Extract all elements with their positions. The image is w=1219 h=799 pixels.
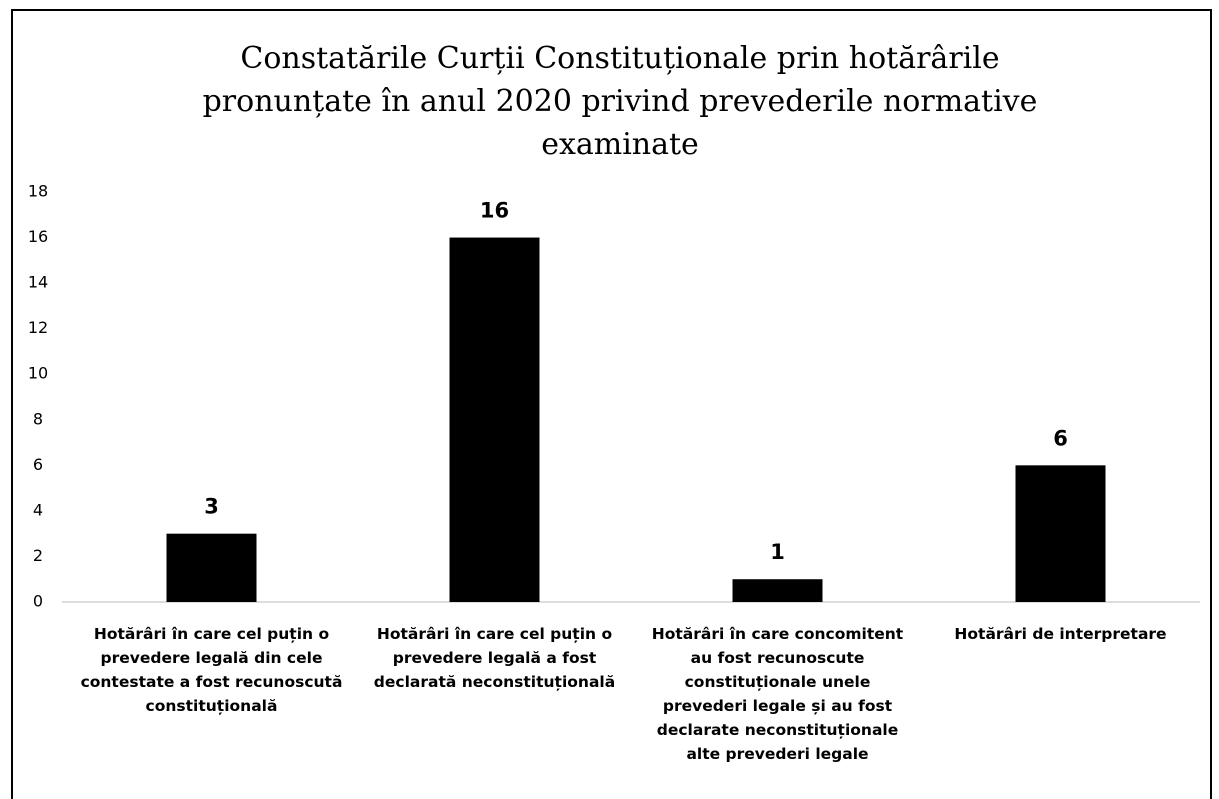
y-tick-label: 8 bbox=[33, 409, 43, 428]
y-tick-label: 4 bbox=[33, 500, 43, 519]
bar bbox=[732, 579, 823, 602]
chart-title: Constatările Curții Constituționale prin… bbox=[203, 41, 1038, 162]
x-tick-label: Hotărâri în care cel puțin o prevedere l… bbox=[80, 625, 343, 715]
y-tick-label: 6 bbox=[33, 455, 43, 474]
data-label: 3 bbox=[204, 495, 219, 519]
y-tick-label: 16 bbox=[28, 227, 48, 246]
data-label: 1 bbox=[770, 540, 785, 564]
bar bbox=[449, 237, 540, 603]
x-tick-label: Hotărâri în care cel puțin o prevedere l… bbox=[373, 625, 616, 691]
y-tick-label: 14 bbox=[28, 273, 48, 292]
y-tick-label: 2 bbox=[33, 546, 43, 565]
y-tick-label: 10 bbox=[28, 364, 48, 383]
data-label: 16 bbox=[480, 199, 509, 223]
y-tick-label: 18 bbox=[28, 182, 48, 201]
bar bbox=[166, 533, 257, 602]
bar bbox=[1015, 465, 1106, 602]
y-tick-label: 0 bbox=[33, 592, 43, 611]
y-tick-label: 12 bbox=[28, 318, 48, 337]
x-tick-label: Hotărâri de interpretare bbox=[954, 625, 1167, 643]
chart-frame bbox=[11, 9, 1212, 799]
data-label: 6 bbox=[1053, 426, 1068, 450]
x-tick-label: Hotărâri în care concomitent au fost rec… bbox=[651, 625, 904, 763]
